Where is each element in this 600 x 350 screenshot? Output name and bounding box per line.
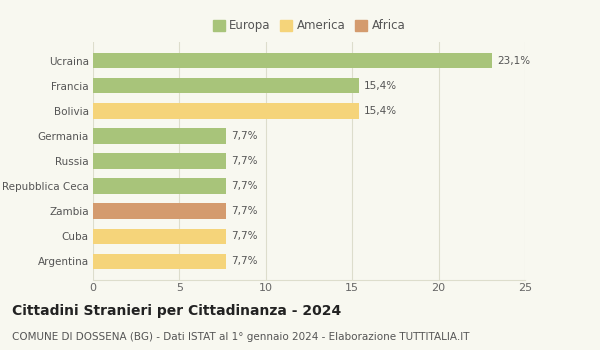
Legend: Europa, America, Africa: Europa, America, Africa: [211, 17, 407, 35]
Bar: [93, 229, 226, 244]
Text: 7,7%: 7,7%: [231, 231, 258, 241]
Bar: [93, 178, 226, 194]
Text: 7,7%: 7,7%: [231, 181, 258, 191]
Bar: [93, 53, 492, 68]
Bar: [93, 153, 226, 169]
Text: 7,7%: 7,7%: [231, 156, 258, 166]
Text: 15,4%: 15,4%: [364, 106, 397, 116]
Text: 7,7%: 7,7%: [231, 131, 258, 141]
Bar: [93, 128, 226, 144]
Text: COMUNE DI DOSSENA (BG) - Dati ISTAT al 1° gennaio 2024 - Elaborazione TUTTITALIA: COMUNE DI DOSSENA (BG) - Dati ISTAT al 1…: [12, 332, 470, 343]
Text: 15,4%: 15,4%: [364, 81, 397, 91]
Text: Cittadini Stranieri per Cittadinanza - 2024: Cittadini Stranieri per Cittadinanza - 2…: [12, 304, 341, 318]
Text: 23,1%: 23,1%: [497, 56, 530, 65]
Text: 7,7%: 7,7%: [231, 257, 258, 266]
Bar: [93, 203, 226, 219]
Text: 7,7%: 7,7%: [231, 206, 258, 216]
Bar: [93, 78, 359, 93]
Bar: [93, 254, 226, 269]
Bar: [93, 103, 359, 119]
